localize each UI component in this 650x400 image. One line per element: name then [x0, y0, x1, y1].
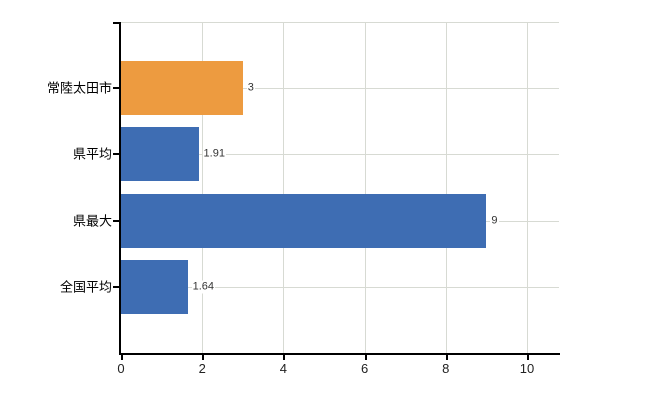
x-axis-tick-label: 10 — [519, 361, 535, 376]
x-axis-tick — [527, 355, 529, 360]
category-gridline — [121, 154, 559, 156]
category-gridline — [121, 286, 559, 288]
bar-value-label: 3 — [246, 81, 255, 95]
x-axis-tick — [445, 355, 448, 360]
category-label: 常陸太田市 — [46, 80, 112, 96]
x-axis-tick — [121, 355, 123, 360]
y-axis-tick — [113, 219, 120, 222]
x-gridline — [527, 22, 528, 353]
y-axis-tick — [113, 285, 120, 288]
bar — [121, 127, 199, 182]
bar-value-label: 9 — [490, 214, 499, 228]
x-gridline — [283, 22, 285, 353]
category-label: 県最大 — [72, 213, 112, 229]
x-axis-tick-label: 6 — [360, 361, 369, 376]
category-gridline — [121, 88, 559, 90]
y-axis-tick — [113, 87, 120, 90]
x-axis-tick-label: 2 — [198, 361, 206, 376]
x-axis-tick — [364, 355, 367, 360]
y-axis-end-tick — [113, 22, 120, 24]
y-axis-line — [119, 22, 121, 355]
x-axis-tick-label: 8 — [442, 361, 450, 376]
x-axis-tick — [283, 355, 286, 360]
x-axis-tick-label: 0 — [117, 361, 125, 376]
category-label: 全国平均 — [59, 279, 112, 295]
x-gridline — [364, 22, 366, 353]
bar — [121, 193, 487, 248]
plot-top-border — [121, 22, 559, 23]
x-gridline — [202, 22, 204, 353]
bar-value-label: 1.64 — [191, 280, 215, 294]
x-gridline — [445, 22, 447, 353]
category-label: 県平均 — [72, 146, 112, 162]
bar-value-label: 1.91 — [202, 147, 226, 161]
bar — [121, 61, 243, 116]
y-axis-tick — [113, 153, 120, 156]
x-axis-tick-label: 4 — [279, 361, 288, 376]
x-axis-line — [119, 353, 560, 355]
x-axis-tick — [202, 355, 205, 360]
bar — [121, 259, 188, 314]
